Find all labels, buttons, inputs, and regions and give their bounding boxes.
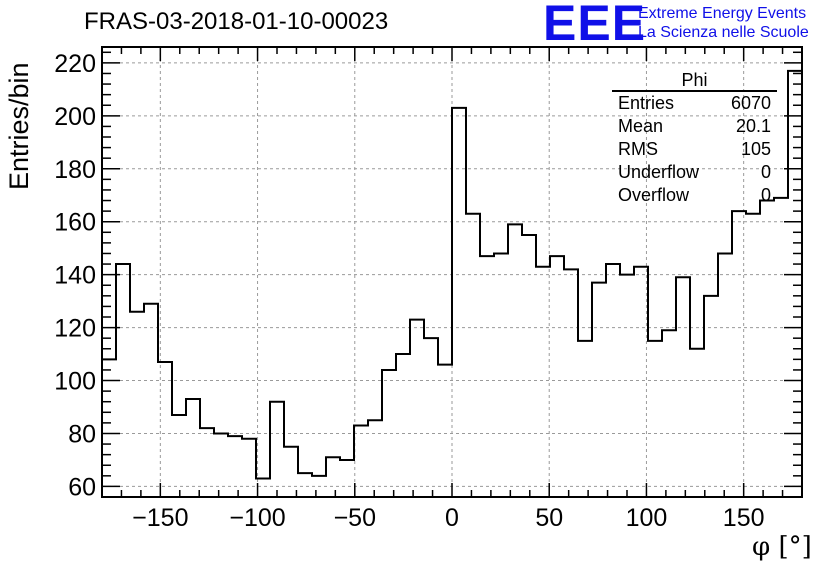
stats-label: Entries [618, 93, 675, 113]
histogram-bin [354, 426, 368, 428]
histogram-bin [270, 402, 284, 404]
x-tick-label: 150 [723, 504, 765, 532]
histogram-bin [494, 253, 508, 255]
y-tick-label: 60 [68, 473, 96, 501]
histogram-bin [326, 457, 340, 459]
histogram-bin [158, 362, 172, 364]
stats-title: Phi [612, 70, 777, 92]
histogram-bin [214, 433, 228, 435]
x-tick-label: 50 [535, 504, 563, 532]
histogram-bin [438, 365, 452, 367]
y-tick-label: 180 [54, 156, 96, 184]
histogram-bin [690, 349, 704, 351]
histogram-bin [732, 211, 746, 213]
histogram-bin [298, 473, 312, 475]
y-tick-label: 160 [54, 209, 96, 237]
histogram-bin [382, 370, 396, 372]
histogram-bin [620, 275, 634, 277]
histogram-bin [718, 253, 732, 255]
stats-label: RMS [618, 139, 658, 159]
histogram-bin [284, 447, 298, 449]
histogram-bin [704, 296, 718, 298]
histogram-bin [466, 214, 480, 216]
stats-label: Underflow [618, 162, 700, 182]
histogram-bin [676, 277, 690, 279]
y-tick-label: 120 [54, 315, 96, 343]
histogram-bin [242, 439, 256, 441]
stats-value: 20.1 [735, 116, 771, 136]
histogram-bin [480, 256, 494, 258]
histogram-bin [606, 264, 620, 266]
ticks [101, 47, 803, 497]
histogram-bin [410, 320, 424, 322]
histogram-bin [312, 476, 326, 478]
histogram-bin [186, 399, 200, 401]
histogram-bin [746, 214, 760, 216]
x-axis-label: φ [°] [752, 532, 812, 562]
histogram-bin [564, 269, 578, 271]
y-tick-label: 100 [54, 368, 96, 396]
histogram-line [102, 69, 802, 480]
stats-value: 105 [740, 139, 771, 159]
histogram-bin [116, 264, 130, 266]
y-tick-label: 220 [54, 50, 96, 78]
stats-value: 0 [760, 162, 771, 182]
histogram-bin [536, 267, 550, 269]
histogram-bin [634, 267, 648, 269]
eee-logo: EEE [543, 0, 647, 51]
histogram-bin [172, 415, 186, 417]
histogram-bin [200, 428, 214, 430]
y-tick-label: 140 [54, 262, 96, 290]
logo-caption: Extreme Energy Events La Scienza nelle S… [638, 4, 809, 42]
x-tick-label: −150 [132, 504, 188, 532]
x-tick-label: −100 [229, 504, 285, 532]
histogram-bin [340, 460, 354, 462]
tick-labels: −150 −100 −50 0 50 100 150 60 80 100 120 140 160 180 2… [54, 50, 764, 532]
stats-row-overflow: Overflow 0 [612, 184, 777, 207]
histogram-bin [424, 338, 438, 340]
histogram-bin [396, 354, 410, 356]
logo-line-1: Extreme Energy Events [638, 5, 807, 22]
stats-row-entries: Entries 6070 [612, 92, 777, 115]
histogram-bin [662, 330, 676, 332]
stats-row-rms: RMS 105 [612, 138, 777, 161]
stats-value: 6070 [730, 93, 771, 113]
stats-label: Mean [618, 116, 664, 136]
histogram-bin [592, 283, 606, 285]
histogram-bin [228, 436, 242, 438]
x-tick-label: 100 [626, 504, 668, 532]
y-tick-label: 200 [54, 103, 96, 131]
histogram-bin [788, 71, 802, 73]
x-tick-label: −50 [334, 504, 376, 532]
histogram-bin [578, 341, 592, 343]
y-axis-label: Entries/bin [4, 62, 34, 190]
histogram-bin [130, 312, 144, 314]
histogram-bin [368, 420, 382, 422]
stats-box: Phi Entries 6070 Mean 20.1 RMS 105 Under… [612, 70, 777, 207]
stats-row-underflow: Underflow 0 [612, 161, 777, 184]
stats-value: 0 [760, 185, 771, 205]
histogram-bin [256, 478, 270, 480]
histogram-bin [648, 341, 662, 343]
chart-title: FRAS-03-2018-01-10-00023 [84, 8, 389, 35]
histogram-bin [508, 224, 522, 226]
stats-label: Overflow [618, 185, 690, 205]
histogram-bin [550, 256, 564, 258]
histogram-bin [522, 235, 536, 237]
y-tick-label: 80 [68, 420, 96, 448]
x-tick-label: 0 [445, 504, 459, 532]
stats-row-mean: Mean 20.1 [612, 115, 777, 138]
histogram-series [102, 69, 802, 480]
logo-line-2: La Scienza nelle Scuole [638, 24, 809, 41]
histogram-bin [144, 304, 158, 306]
histogram-bin [452, 108, 466, 110]
